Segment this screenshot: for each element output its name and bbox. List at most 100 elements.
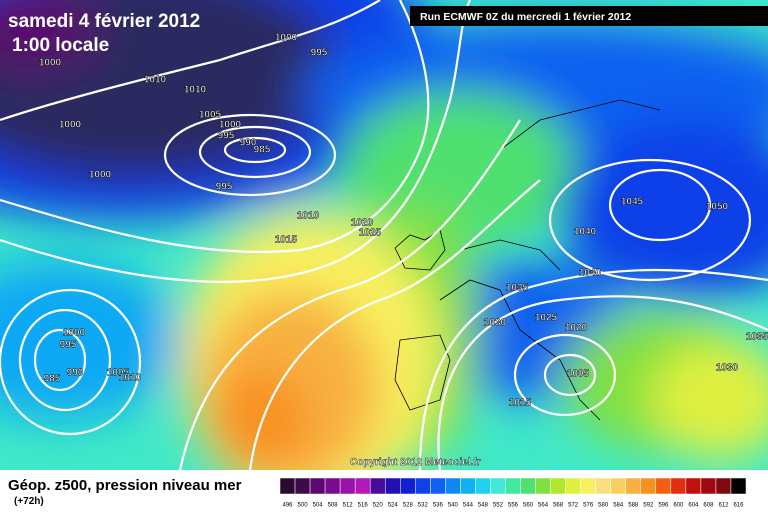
legend-label: 568 [553,503,564,509]
isobar-label: 990 [240,138,257,149]
footer-subtitle: (+72h) [14,496,44,507]
isobar-label: 1030 [716,363,739,374]
isobar-label: 1000 [89,170,112,181]
legend-label: 516 [358,503,369,509]
isobars [0,0,768,470]
legend-label: 512 [343,503,354,509]
legend-label: 576 [583,503,594,509]
legend-swatch [475,477,491,495]
legend-swatch [369,477,386,495]
isobar-label: 1000 [219,120,242,131]
isobar-label: 1040 [579,268,602,279]
legend-label: 548 [478,503,489,509]
isobar-label: 1010 [297,211,320,222]
legend-swatch [354,477,371,495]
isobar-label: 985 [254,145,271,156]
legend-swatch [430,477,446,495]
footer-title: Géop. z500, pression niveau mer [8,477,242,494]
legend-label: 544 [463,503,474,509]
color-legend: 496 500 504 508 512 516 520 524 528 532 536 540 544 5… [279,477,747,509]
legend-swatch [610,477,626,495]
coastlines [394,99,661,421]
isobar-label: 995 [311,48,328,59]
legend-label: 584 [613,503,624,509]
legend-swatch [535,477,551,495]
isobar-label: 1015 [275,235,298,246]
run-box [410,6,768,26]
legend-label: 608 [703,503,714,509]
legend-label: 600 [673,503,684,509]
legend-swatch [595,477,611,495]
legend-swatch [490,477,506,495]
legend-swatch [730,477,747,495]
legend-label: 536 [433,503,444,509]
legend-label: 580 [598,503,609,509]
legend-swatch [279,477,296,495]
legend-swatch [520,477,536,495]
legend-label: 508 [328,503,339,509]
isobar-label: 995 [218,131,235,142]
isobar-labels: 1000995100010101010100510009959909851000… [39,32,768,409]
isobar-label: 1035 [506,283,529,294]
legend-label: 572 [568,503,579,509]
legend-label: 496 [283,503,294,509]
legend-label: 592 [643,503,654,509]
legend-label: 616 [733,503,744,509]
isobar-label: 1025 [359,228,382,239]
legend-swatch [460,477,476,495]
isobar-label: 1010 [144,75,167,86]
isobar-label: 1010 [184,85,207,96]
legend-label: 564 [538,503,549,509]
legend-label: 520 [373,503,384,509]
isobar-label: 1040 [574,227,597,238]
legend-swatch [685,477,702,495]
isobar-label: 1050 [706,202,729,213]
isobar-label: 1005 [199,110,222,121]
isobar-label: 1020 [565,323,588,334]
isobar-label: 1030 [484,318,507,329]
legend-swatch [415,477,431,495]
isobar-label: 1000 [275,33,298,44]
legend-label: 604 [688,503,699,509]
legend-label: 588 [628,503,639,509]
legend-label: 552 [493,503,504,509]
legend-swatch [309,477,326,495]
isobar-label: 1020 [351,218,374,229]
legend-label: 596 [658,503,669,509]
map-date: samedi 4 février 2012 [8,11,200,32]
map-time: 1:00 locale [12,35,109,56]
legend-label: 528 [403,503,414,509]
legend-label: 556 [508,503,519,509]
legend-label: 560 [523,503,534,509]
copyright: Copyright 2012 Meteociel.fr [350,457,481,468]
isobar-label: 990 [67,368,84,379]
legend-swatch [715,477,732,495]
legend-label: 504 [313,503,324,509]
isobar-label: 1025 [535,313,558,324]
legend-swatch [505,477,521,495]
legend-label: 524 [388,503,399,509]
isobar-label: 1010 [119,373,142,384]
legend-label: 540 [448,503,459,509]
run-label: Run ECMWF 0Z du mercredi 1 février 2012 [420,11,631,23]
legend-swatch [580,477,596,495]
isobar-label: 1005 [567,369,590,380]
isobar-label: 1000 [59,120,82,131]
isobar-label: 1035 [746,332,768,343]
isobar-label: 1015 [509,398,532,409]
isobar-label: 995 [216,182,233,193]
isobar-label: 1005 [107,368,130,379]
legend-swatch [400,477,416,495]
isobar-label: 1000 [39,58,62,69]
isobar-label: 1045 [621,197,644,208]
isobar-label: 1000 [63,328,86,339]
legend-swatch [550,477,566,495]
legend-swatch [700,477,717,495]
legend-swatch [655,477,672,495]
legend-swatch [294,477,311,495]
legend-swatch [670,477,687,495]
legend-swatch [384,477,401,495]
legend-label: 532 [418,503,429,509]
